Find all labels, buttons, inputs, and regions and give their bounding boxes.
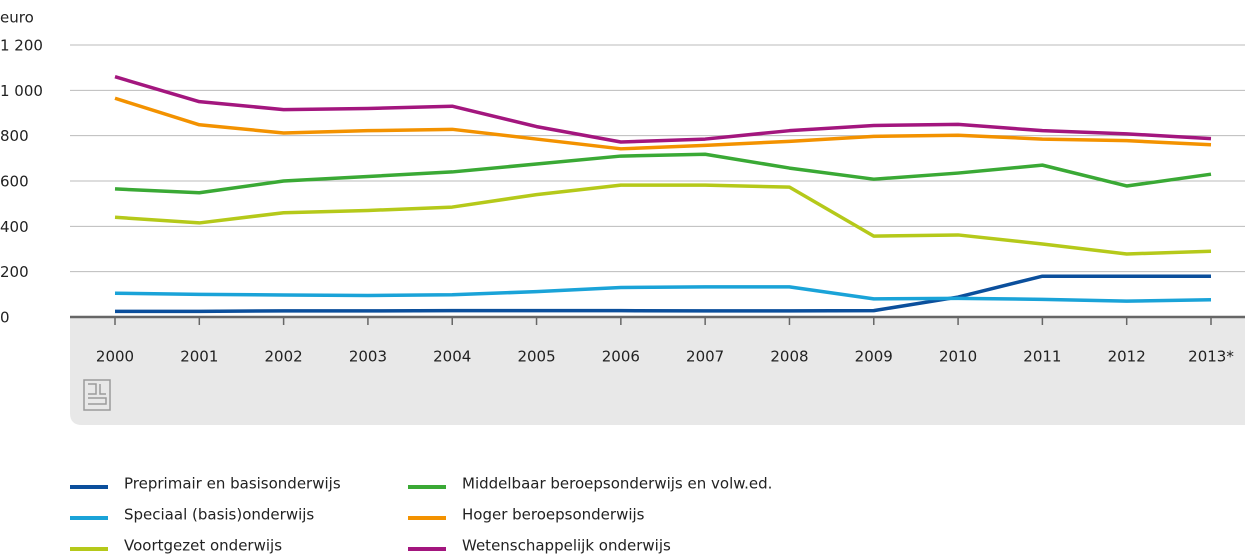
series-line: [114, 75, 1212, 144]
x-tick-label: 2009: [855, 348, 893, 366]
y-axis-label: euro: [0, 9, 34, 27]
x-tick-label: 2010: [939, 348, 977, 366]
y-tick-label: 1 200: [0, 37, 43, 55]
legend-label: Hoger beroepsonderwijs: [462, 506, 645, 524]
series-line: [114, 183, 1212, 256]
series-line: [115, 274, 1211, 314]
x-tick-label: 2008: [770, 348, 808, 366]
legend-label: Wetenschappelijk onderwijs: [462, 537, 671, 555]
x-tick-label: 2005: [517, 348, 555, 366]
x-axis-band: [70, 318, 1245, 425]
y-tick-label: 1 000: [0, 82, 43, 100]
y-tick-label: 0: [0, 309, 10, 327]
y-tick-label: 200: [0, 263, 29, 281]
x-tick-label: 2012: [1108, 348, 1146, 366]
x-tick-label: 2001: [180, 348, 218, 366]
x-tick-label: 2006: [602, 348, 640, 366]
y-tick-label: 400: [0, 218, 29, 236]
legend-label: Voortgezet onderwijs: [124, 537, 282, 555]
legend-label: Middelbaar beroepsonderwijs en volw.ed.: [462, 475, 772, 493]
legend-label: Preprimair en basisonderwijs: [124, 475, 341, 493]
legend-label: Speciaal (basis)onderwijs: [124, 506, 314, 524]
series-line: [114, 96, 1212, 151]
y-tick-label: 800: [0, 127, 29, 145]
series-line: [114, 152, 1212, 195]
x-tick-label: 2007: [686, 348, 724, 366]
x-tick-label: 2013*: [1188, 348, 1234, 366]
logo: [83, 379, 111, 411]
x-tick-label: 2011: [1023, 348, 1061, 366]
x-tick-label: 2000: [96, 348, 134, 366]
x-tick-label: 2003: [349, 348, 387, 366]
x-tick-label: 2004: [433, 348, 471, 366]
series-line: [114, 285, 1212, 303]
x-tick-label: 2002: [265, 348, 303, 366]
y-tick-label: 600: [0, 173, 29, 191]
